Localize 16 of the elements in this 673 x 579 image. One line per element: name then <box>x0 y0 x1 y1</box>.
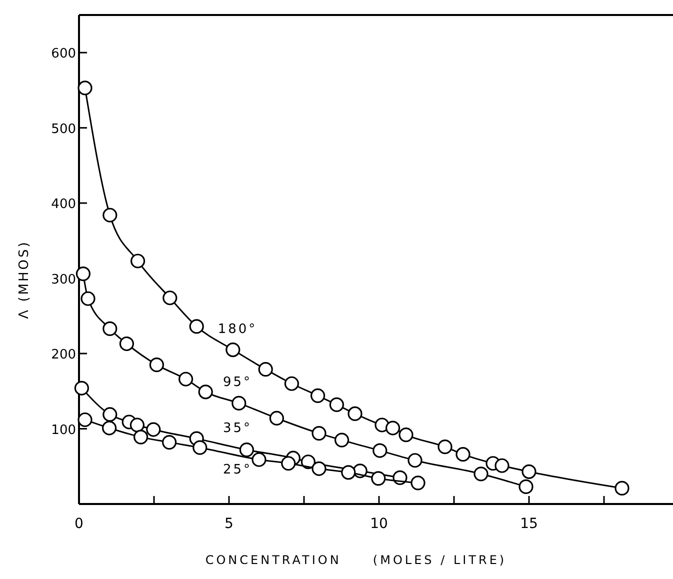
x-tick-label: 0 <box>74 516 84 532</box>
y-tick-label: 100 <box>51 422 76 438</box>
series-label: 180° <box>218 322 258 337</box>
y-tick-label: 200 <box>51 348 76 363</box>
y-tick-label: 300 <box>51 272 76 288</box>
series-label: 95° <box>222 374 252 390</box>
x-axis-title: CONCENTRATION (MOLES / LITRE) <box>205 553 507 567</box>
x-tick-label: 10 <box>370 516 388 532</box>
series-label: 35° <box>222 421 252 436</box>
y-tick-label: 600 <box>51 46 76 62</box>
x-tick-label: 5 <box>224 516 234 532</box>
y-tick-label: 400 <box>51 197 76 212</box>
y-tick-label: 500 <box>51 122 76 137</box>
x-tick-label: 15 <box>520 516 538 532</box>
y-axis-title: Λ (MHOS) <box>17 240 32 319</box>
series-label: 25° <box>222 462 252 478</box>
